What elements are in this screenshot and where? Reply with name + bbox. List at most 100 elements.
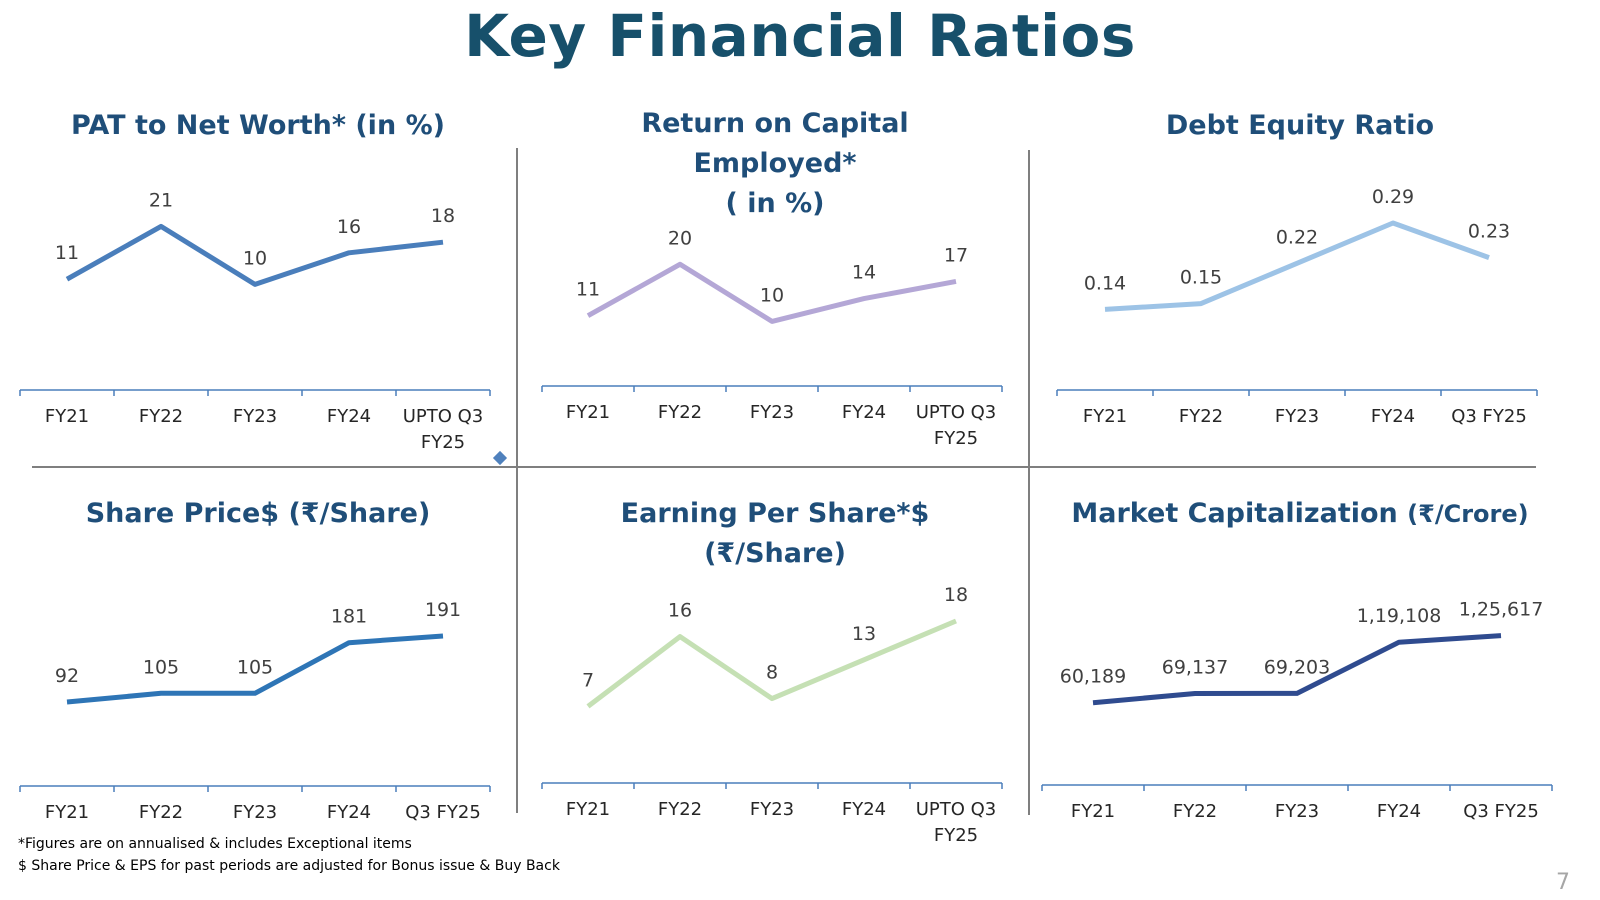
panel-title-line: Return on Capital [641,108,909,139]
data-label: 0.29 [1372,186,1414,208]
data-label: 13 [852,623,876,645]
data-label: 0.15 [1180,267,1222,289]
panel-market-capitalization: Market Capitalization (₹/Crore) 60,189 69… [1040,490,1560,850]
data-label: 21 [149,189,173,211]
x-tick-label: FY25 [421,432,465,453]
panel-title-line: PAT to Net Worth* (in %) [71,110,445,141]
x-tick-label: FY23 [233,802,277,823]
x-tick-label: FY23 [233,406,277,427]
data-label: 10 [760,284,784,306]
line-chart-share-price: 92 105 105 181 191 FY21 FY22 FY23 FY24 Q3 FY25 [19,599,491,823]
panel-title-line: Employed* [693,148,857,179]
x-tick-label: FY21 [566,402,610,423]
data-label: 191 [425,599,461,621]
x-tick-label: FY21 [1071,801,1115,822]
line-chart-pat-to-net-worth: 11 21 10 16 18 FY21 FY22 FY23 FY24 UPTO Q3 FY25 [19,189,491,453]
series-line [1104,220,1490,312]
x-tick-label: FY24 [1371,406,1415,427]
data-label: 69,203 [1264,656,1330,678]
data-label: 11 [55,242,79,264]
data-label: 16 [668,600,692,622]
panel-pat-to-net-worth: PAT to Net Worth* (in %) 11 21 10 16 18 FY21 F… [18,100,498,460]
data-label: 11 [576,279,600,301]
data-label: 1,19,108 [1357,605,1442,627]
x-tick-label: FY21 [45,406,89,427]
panel-title: Earning Per Share*$ (₹/Share) [540,494,1010,574]
series-line [66,633,444,705]
panel-title: Market Capitalization (₹/Crore) [1040,494,1560,534]
x-tick-label: FY22 [1179,406,1223,427]
data-label: 8 [766,662,778,684]
x-tick-label: FY22 [139,802,183,823]
x-tick-label: FY22 [1173,801,1217,822]
data-label: 105 [143,656,179,678]
data-label: 18 [944,584,968,606]
x-tick-label: UPTO Q3 [403,406,484,427]
x-tick-label: FY22 [658,799,702,820]
panel-title: PAT to Net Worth* (in %) [18,106,498,146]
x-tick-label: FY25 [934,428,978,449]
panel-return-on-capital-employed: Return on Capital Employed* ( in %) 11 20… [540,100,1010,460]
panel-title-line: ( in %) [725,188,825,219]
x-tick-label: Q3 FY25 [405,802,481,823]
x-tick-label: UPTO Q3 [916,799,997,820]
x-tick-label: FY24 [842,402,886,423]
page-number: 7 [1556,870,1570,895]
x-tick-label: FY24 [1377,801,1421,822]
x-tick-label: FY23 [750,402,794,423]
vertical-divider-right [1028,150,1030,815]
panel-title: Return on Capital Employed* ( in %) [540,104,1010,224]
data-label: 105 [237,656,273,678]
footnote-annualised: *Figures are on annualised & includes Ex… [18,836,412,852]
line-chart-debt-equity-ratio: 0.14 0.15 0.22 0.29 0.23 FY21 FY22 FY23 FY24 Q3 F… [1056,186,1538,427]
line-chart-return-on-capital-employed: 11 20 10 14 17 FY21 FY22 FY23 FY24 UPTO Q3 FY25 [541,227,1003,449]
data-label: 181 [331,606,367,628]
panel-share-price: Share Price$ (₹/Share) 92 105 105 181 191 FY2… [18,490,498,850]
x-tick-label: FY23 [1275,406,1319,427]
panel-title-line: (₹/Share) [704,538,846,569]
line-chart-market-capitalization: 60,189 69,137 69,203 1,19,108 1,25,617 FY21 FY… [1041,599,1553,822]
data-label: 7 [582,669,594,691]
series-line [65,223,444,287]
series-line [586,618,957,709]
footnote-share-price-adjusted: $ Share Price & EPS for past periods are… [18,858,560,874]
panel-title: Share Price$ (₹/Share) [18,494,498,534]
x-tick-label: FY22 [658,402,702,423]
page-title: Key Financial Ratios [464,2,1136,70]
data-label: 0.14 [1084,272,1126,294]
panel-earning-per-share: Earning Per Share*$ (₹/Share) 7 16 8 13 18 FY… [540,490,1010,850]
x-tick-label: Q3 FY25 [1451,406,1527,427]
x-tick-label: FY24 [327,406,371,427]
data-label: 17 [944,244,968,266]
series-line [586,261,957,324]
x-tick-label: UPTO Q3 [916,402,997,423]
data-label: 69,137 [1162,657,1228,679]
x-tick-label: FY24 [842,799,886,820]
x-tick-label: FY25 [934,825,978,846]
data-label: 60,189 [1060,666,1126,688]
x-tick-label: FY23 [1275,801,1319,822]
panel-title: Debt Equity Ratio [1055,106,1545,146]
line-chart-earning-per-share: 7 16 8 13 18 FY21 FY22 FY23 FY24 UPTO Q3 FY25 [541,584,1003,846]
panel-title-line: Earning Per Share*$ [620,498,930,529]
x-tick-label: FY24 [327,802,371,823]
x-tick-label: FY22 [139,406,183,427]
vertical-divider-left [516,148,518,813]
data-label: 1,25,617 [1459,599,1544,621]
panel-title-line: Share Price$ (₹/Share) [85,498,431,529]
data-label: 16 [337,216,361,238]
data-label: 18 [431,205,455,227]
x-tick-label: FY21 [45,802,89,823]
data-label: 92 [55,665,79,687]
x-tick-label: Q3 FY25 [1463,801,1539,822]
panel-title-unit: (₹/Crore) [1407,500,1529,528]
horizontal-divider [32,466,1536,468]
data-label: 14 [852,262,876,284]
panel-title-line: Market Capitalization [1071,498,1398,529]
series-line [1092,633,1502,706]
data-label: 0.22 [1276,226,1318,248]
data-label: 10 [243,247,267,269]
x-tick-label: FY23 [750,799,794,820]
data-label: 0.23 [1468,221,1510,243]
x-tick-label: FY21 [566,799,610,820]
